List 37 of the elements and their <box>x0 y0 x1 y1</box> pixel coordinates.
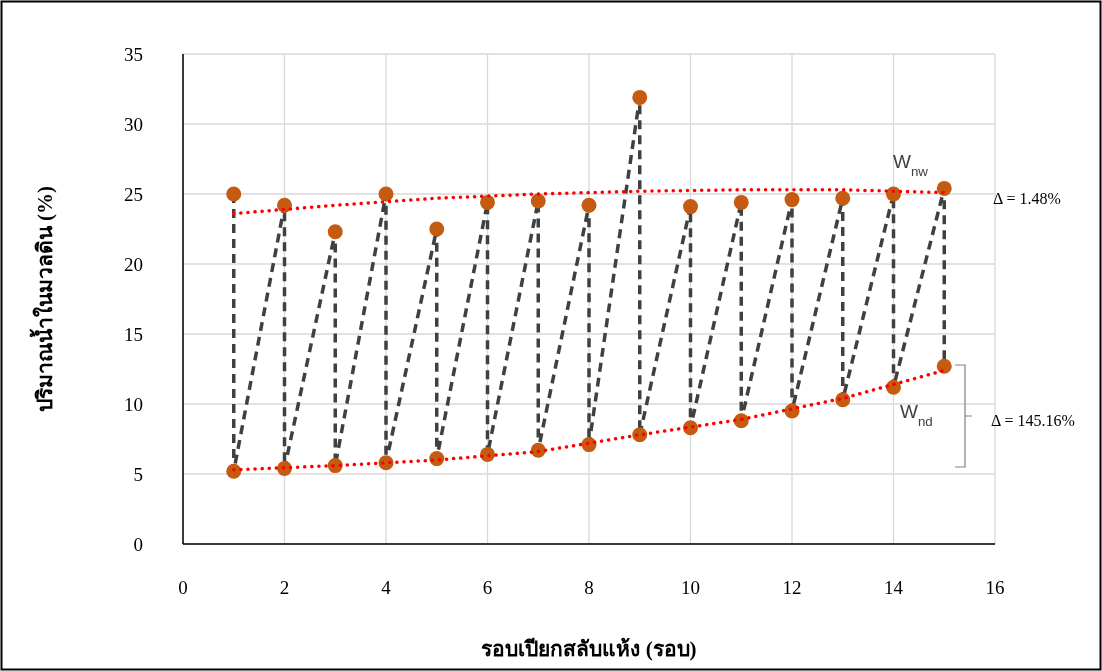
y-tick-label: 15 <box>124 324 143 345</box>
x-tick-label: 12 <box>782 577 802 598</box>
point <box>530 193 546 209</box>
point <box>835 190 851 206</box>
point <box>378 186 394 202</box>
point <box>581 197 597 213</box>
point <box>429 221 445 237</box>
y-tick-label: 0 <box>133 534 143 555</box>
annotation: Δ = 145.16% <box>991 412 1075 429</box>
y-tick-label: 5 <box>133 464 143 485</box>
point <box>784 192 800 208</box>
x-tick-label: 10 <box>681 577 700 598</box>
annotation: W$_{nw}$ <box>893 151 929 179</box>
x-tick-label: 6 <box>482 577 493 598</box>
point <box>480 194 495 210</box>
point <box>936 358 952 374</box>
y-tick-label: 30 <box>124 114 143 135</box>
x-tick-label: 14 <box>884 577 904 598</box>
x-tick-label: 0 <box>178 577 188 598</box>
y-tick-label: 10 <box>124 394 143 415</box>
x-tick-label: 16 <box>985 577 1005 598</box>
point <box>226 186 242 202</box>
y-tick-label: 20 <box>124 254 143 275</box>
x-tick-label: 2 <box>279 577 290 598</box>
point <box>632 89 648 105</box>
y-axis-title: ปริมาณน้ำในมวลดิน (%) <box>29 185 57 413</box>
x-axis-title: รอบเปียกสลับแห้ง (รอบ) <box>481 637 697 661</box>
point <box>683 199 698 215</box>
annotation: Δ = 1.48% <box>993 190 1061 207</box>
x-tick-label: 8 <box>584 577 594 598</box>
annotation: W$_{nd}$ <box>900 401 933 429</box>
x-tick-label: 4 <box>381 577 392 598</box>
point <box>327 224 343 240</box>
point <box>733 194 749 210</box>
y-tick-label: 25 <box>124 184 143 205</box>
point <box>936 180 952 196</box>
y-tick-label: 35 <box>124 44 143 65</box>
